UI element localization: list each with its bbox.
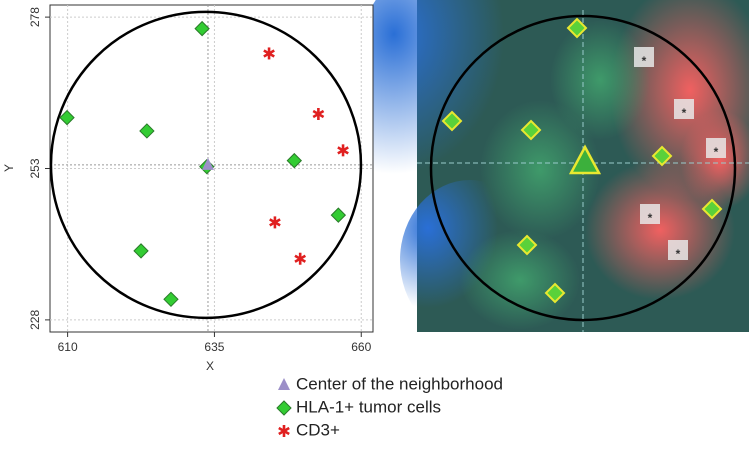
star-marker [337, 144, 349, 157]
star-marker [278, 425, 290, 437]
star-marker [294, 252, 307, 265]
x-tick-label: 635 [204, 340, 224, 354]
y-tick-label: 253 [28, 158, 42, 178]
diamond-marker [330, 207, 347, 223]
diamond-marker [59, 109, 75, 126]
legend-label: CD3+ [296, 420, 340, 439]
legend-label: HLA-1+ tumor cells [296, 397, 441, 416]
svg-text:*: * [676, 247, 681, 261]
micrograph: * * * * * [350, 0, 749, 340]
diamond-marker [133, 243, 149, 259]
svg-text:*: * [648, 211, 653, 225]
svg-text:*: * [714, 145, 719, 159]
star-marker [312, 108, 325, 120]
star-marker [269, 216, 281, 229]
diamond-marker [194, 20, 210, 37]
star-marker [263, 47, 275, 60]
y-tick-label: 228 [28, 310, 42, 330]
y-axis-label: Y [2, 164, 16, 172]
triangle-marker [201, 157, 214, 170]
diamond-marker [276, 400, 292, 416]
x-tick-label: 610 [58, 340, 78, 354]
diamond-marker [286, 152, 303, 169]
diamond-marker [139, 123, 155, 139]
diamond-marker [163, 291, 179, 308]
svg-text:*: * [642, 54, 647, 68]
legend-label: Center of the neighborhood [296, 374, 503, 393]
x-axis-label: X [206, 359, 214, 373]
x-tick-label: 660 [351, 340, 371, 354]
svg-text:*: * [682, 106, 687, 120]
neighborhood-circle [49, 10, 363, 320]
triangle-marker [278, 378, 290, 390]
y-tick-label: 278 [28, 7, 42, 27]
